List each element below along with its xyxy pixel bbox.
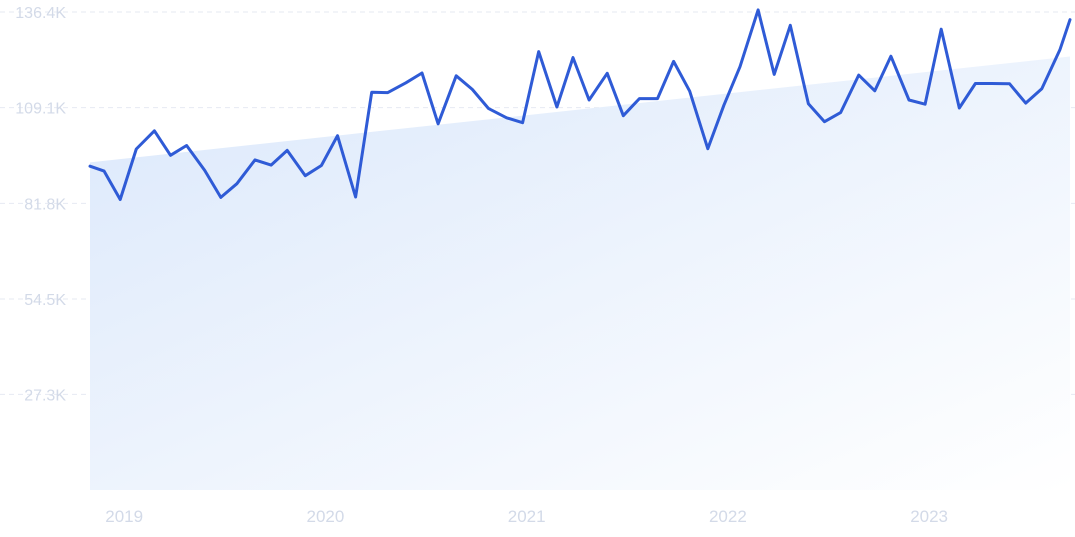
y-axis-labels: 136.4K 109.1K 81.8K 54.5K 27.3K bbox=[15, 5, 66, 404]
x-tick-label: 2023 bbox=[910, 507, 948, 526]
y-tick-label: 27.3K bbox=[24, 387, 66, 404]
y-tick-label: 109.1K bbox=[15, 101, 66, 118]
x-tick-label: 2021 bbox=[508, 507, 546, 526]
x-tick-label: 2022 bbox=[709, 507, 747, 526]
y-tick-label: 54.5K bbox=[24, 292, 66, 309]
trend-area bbox=[90, 56, 1070, 491]
y-tick-label: 81.8K bbox=[24, 196, 66, 213]
x-tick-label: 2020 bbox=[307, 507, 345, 526]
series-line bbox=[88, 8, 1072, 201]
x-tick-label: 2019 bbox=[105, 507, 143, 526]
x-axis-labels: 2019 2020 2021 2022 2023 bbox=[105, 507, 948, 526]
y-tick-label: 136.4K bbox=[15, 5, 66, 22]
